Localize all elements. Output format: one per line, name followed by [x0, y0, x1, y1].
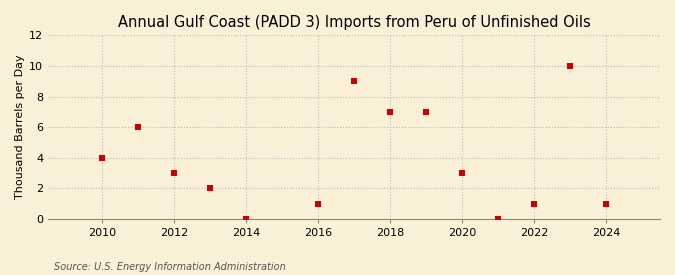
- Point: [529, 202, 539, 206]
- Point: [349, 79, 360, 83]
- Point: [205, 186, 215, 191]
- Y-axis label: Thousand Barrels per Day: Thousand Barrels per Day: [15, 55, 25, 199]
- Point: [313, 202, 323, 206]
- Point: [457, 171, 468, 175]
- Point: [97, 156, 107, 160]
- Text: Source: U.S. Energy Information Administration: Source: U.S. Energy Information Administ…: [54, 262, 286, 272]
- Point: [385, 110, 396, 114]
- Point: [169, 171, 180, 175]
- Point: [241, 217, 252, 221]
- Point: [564, 64, 575, 68]
- Point: [601, 202, 612, 206]
- Point: [421, 110, 431, 114]
- Point: [493, 217, 504, 221]
- Point: [133, 125, 144, 129]
- Title: Annual Gulf Coast (PADD 3) Imports from Peru of Unfinished Oils: Annual Gulf Coast (PADD 3) Imports from …: [117, 15, 591, 30]
